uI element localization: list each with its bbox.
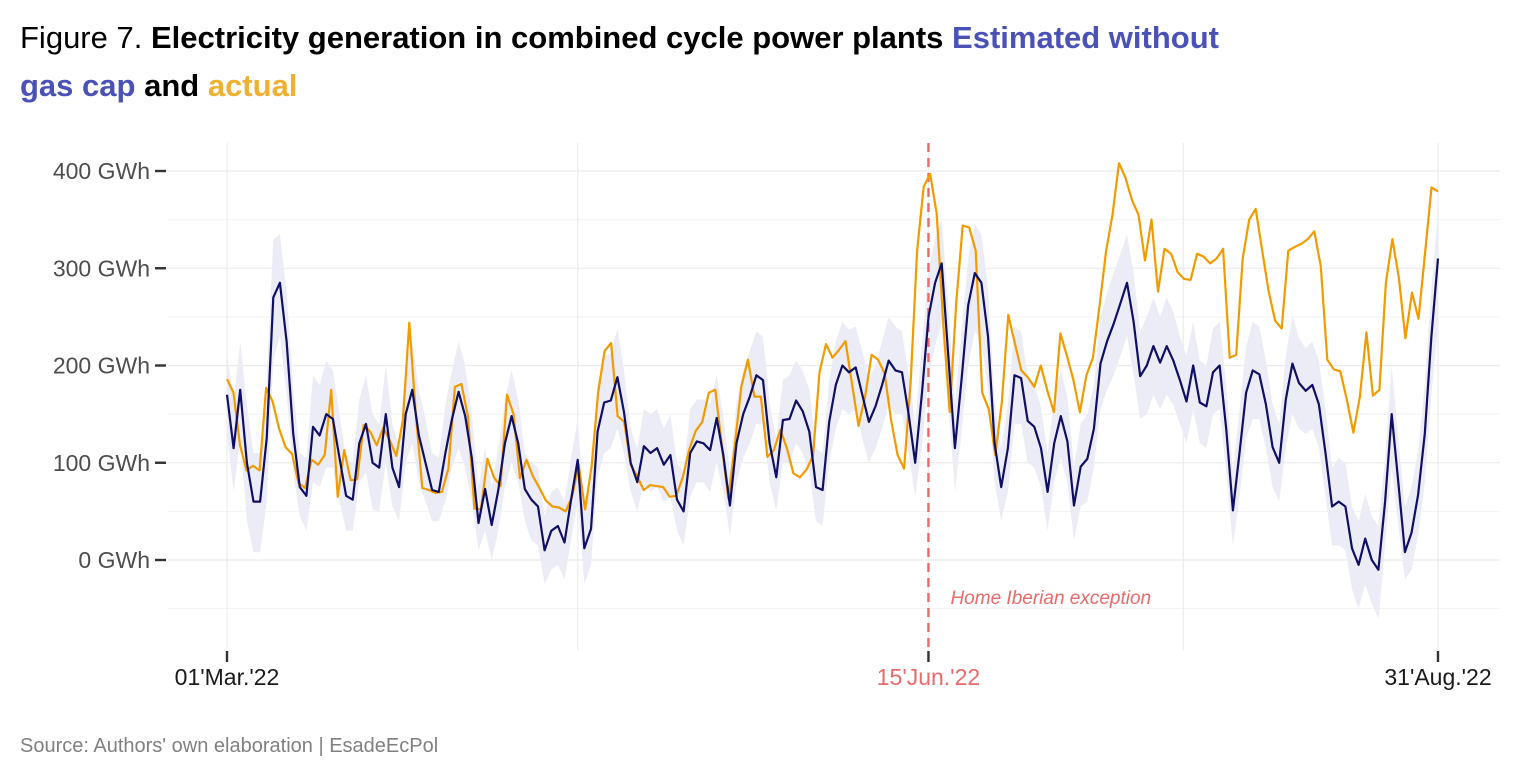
title-actual: actual	[207, 68, 298, 103]
y-tick-label: 200 GWh	[53, 353, 150, 379]
x-tick-label: 15'Jun.'22	[877, 664, 980, 690]
x-tick-label: 31'Aug.'22	[1384, 664, 1491, 690]
title-estimated: Estimated without gas cap	[20, 20, 1219, 103]
y-tick-label: 0 GWh	[78, 547, 150, 573]
title-and: and	[144, 68, 200, 103]
chart-title: Figure 7. Electricity generation in comb…	[20, 14, 1220, 110]
title-main: Electricity generation in combined cycle…	[150, 20, 944, 55]
x-tick-label: 01'Mar.'22	[175, 664, 280, 690]
y-tick-label: 100 GWh	[53, 450, 150, 476]
series-line-actual	[226, 162, 1439, 513]
confidence-band	[227, 209, 1438, 619]
y-tick-label: 300 GWh	[53, 255, 150, 281]
title-prefix: Figure 7.	[20, 20, 143, 55]
event-annotation: Home Iberian exception	[950, 588, 1151, 609]
y-tick-label: 400 GWh	[53, 158, 150, 184]
series-line-estimated	[225, 258, 1440, 571]
source-note: Source: Authors' own elaboration | Esade…	[20, 735, 439, 757]
